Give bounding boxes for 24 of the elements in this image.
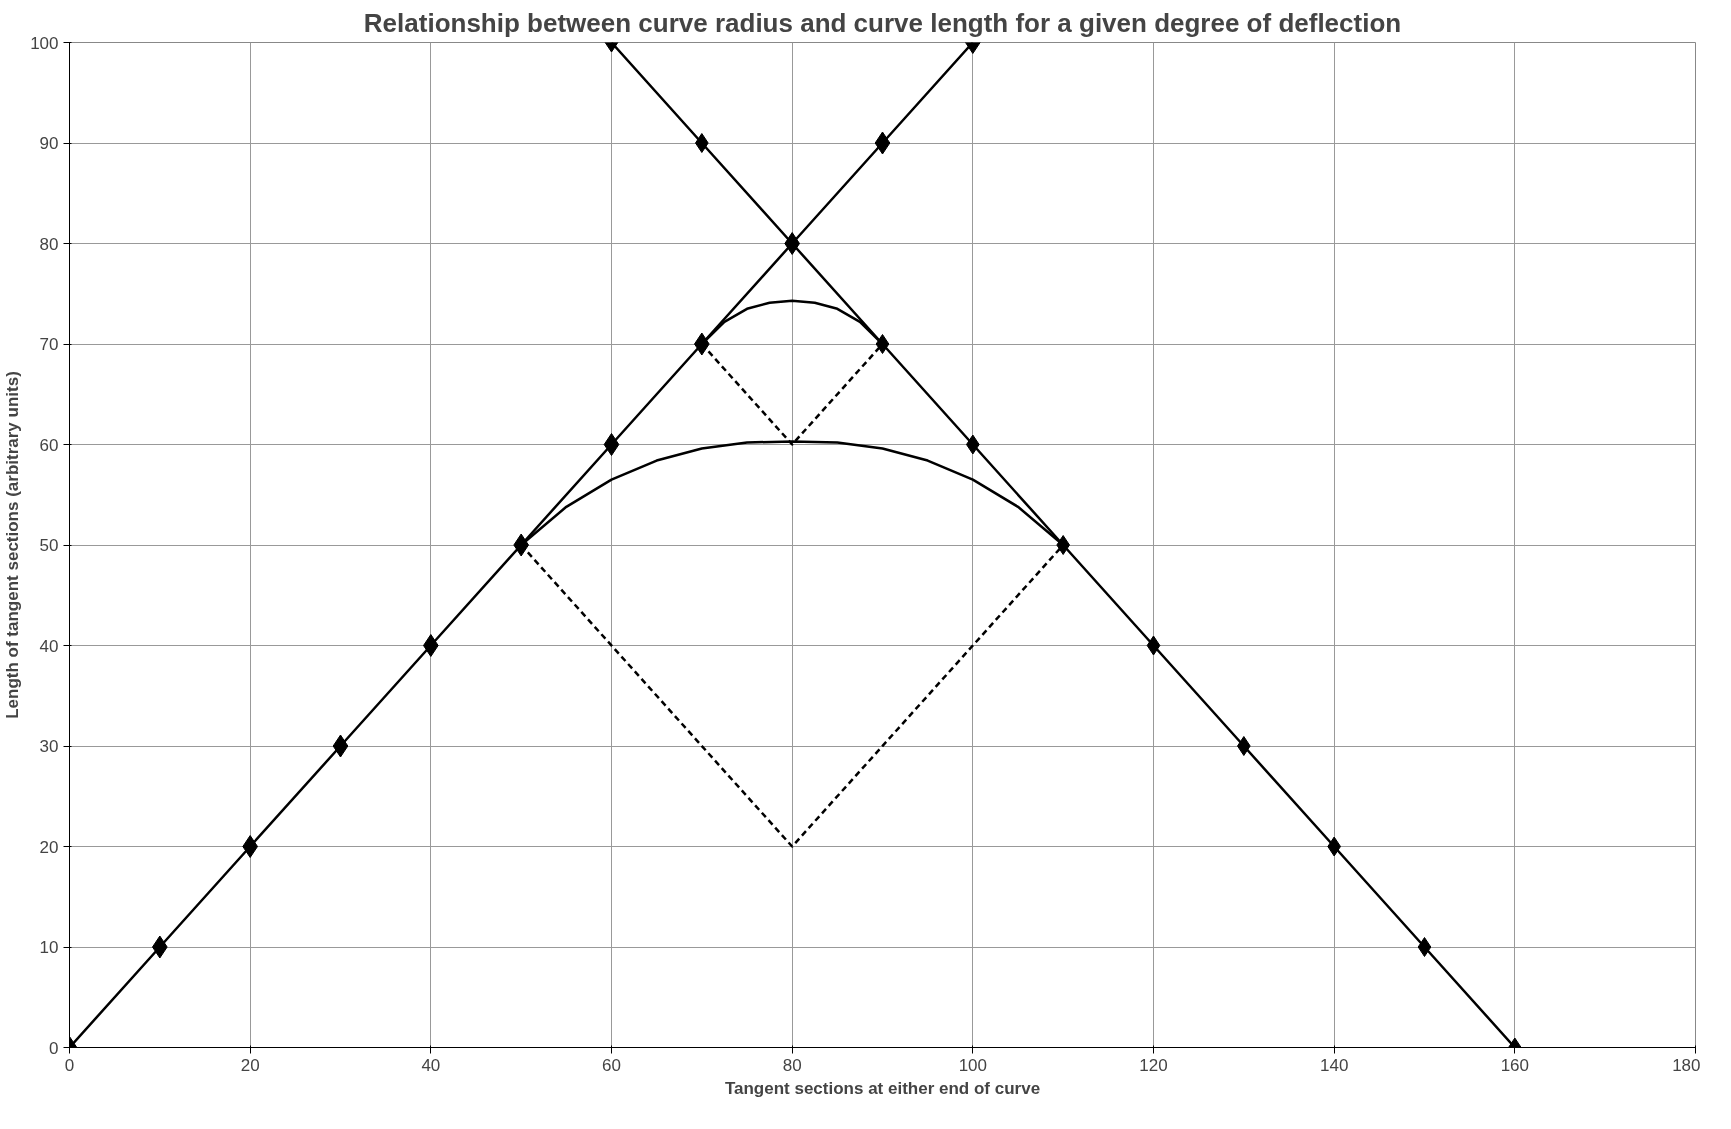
y-tick-label: 0	[49, 1038, 59, 1058]
x-tick-label: 160	[1500, 1055, 1530, 1075]
x-tick-label: 80	[782, 1055, 802, 1075]
x-tick-label: 140	[1319, 1055, 1349, 1075]
y-axis-title: Length of tangent sections (arbitrary units)	[3, 371, 23, 719]
y-tick-label: 20	[39, 837, 59, 857]
y-tick-label: 40	[39, 636, 59, 656]
x-tick-label: 120	[1139, 1055, 1168, 1075]
x-tick-label: 100	[958, 1055, 988, 1075]
y-tick-label: 70	[39, 335, 59, 354]
y-tick-label: 30	[39, 737, 59, 756]
x-tick-label: 20	[240, 1055, 260, 1075]
x-axis-title: Tangent sections at either end of curve	[724, 1078, 1041, 1098]
y-tick-label: 90	[39, 134, 59, 153]
x-tick-label: 60	[602, 1055, 621, 1075]
x-tick-label: 0	[64, 1055, 75, 1075]
y-tick-label: 10	[39, 938, 59, 957]
y-tick-label: 100	[30, 33, 59, 53]
y-tick-label: 60	[39, 435, 59, 455]
x-tick-label: 180	[1672, 1055, 1701, 1075]
chart-title: Relationship between curve radius and curve length for a given degree of deflection	[363, 7, 1402, 38]
x-tick-label: 40	[421, 1055, 441, 1075]
y-tick-label: 80	[39, 234, 59, 254]
y-tick-label: 50	[39, 536, 59, 555]
